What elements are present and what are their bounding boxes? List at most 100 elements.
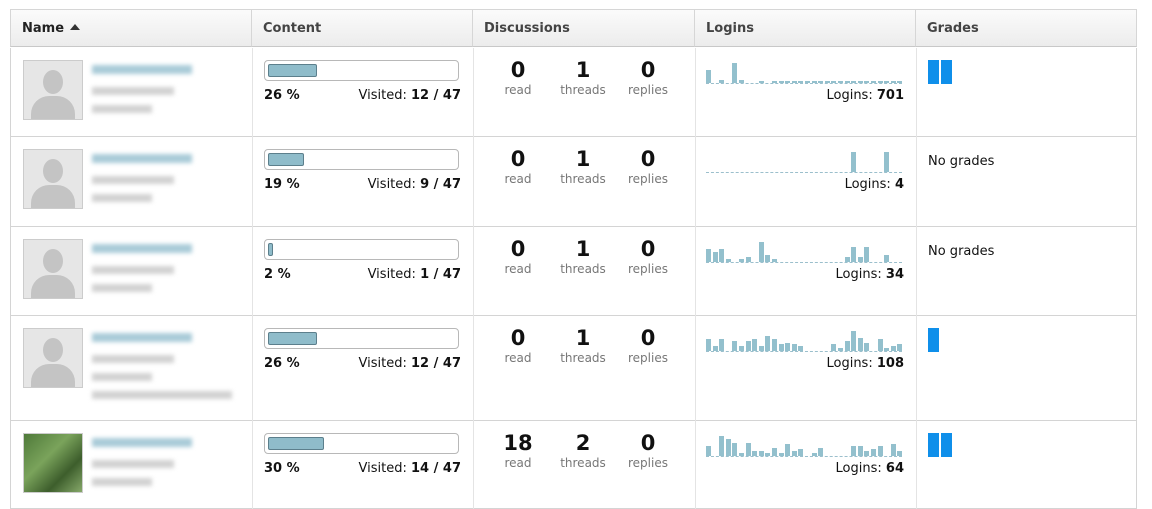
discussion-label: replies [628, 456, 668, 470]
sparkline-bar [805, 81, 810, 83]
discussion-label: replies [628, 172, 668, 186]
discussion-count: 1 [575, 147, 591, 171]
logins-label: Logins: [844, 177, 891, 192]
sparkline-bar [798, 449, 804, 456]
sparkline-bar [844, 81, 850, 83]
sparkline-bar [745, 341, 751, 351]
sparkline-bar [811, 452, 817, 456]
sparkline-bar [877, 339, 883, 351]
discussion-label: threads [560, 172, 606, 186]
grade-block[interactable] [928, 60, 939, 84]
sparkline-bar [877, 446, 883, 456]
grade-block[interactable] [928, 328, 939, 352]
sparkline-bar [772, 81, 777, 83]
grade-block[interactable] [941, 60, 952, 84]
blurred-detail [92, 373, 152, 381]
sparkline-bar [851, 152, 857, 172]
grade-block[interactable] [928, 433, 939, 457]
discussion-label: read [504, 456, 532, 470]
logins-total: Logins: 64 [706, 461, 904, 476]
column-header[interactable]: Logins [695, 9, 916, 47]
discussion-count: 0 [640, 237, 656, 261]
logins-count: 701 [876, 88, 904, 103]
sparkline-bar [772, 447, 777, 456]
progress-percent: 30 % [264, 461, 300, 476]
grade-block[interactable] [941, 433, 952, 457]
column-header[interactable]: Discussions [473, 9, 695, 47]
sparkline-bar [752, 451, 758, 456]
progress-percent: 19 % [264, 177, 300, 192]
visited-label: Visited: [367, 267, 416, 282]
progress-bar [264, 433, 459, 454]
sparkline-bar [791, 451, 797, 456]
avatar-body [31, 364, 75, 387]
progress-fill [268, 437, 325, 450]
sparkline-bar [857, 257, 863, 262]
blurred-detail [92, 284, 152, 292]
discussion-count: 1 [575, 237, 591, 261]
blurred-detail [92, 194, 152, 202]
sparkline-bar [739, 346, 744, 351]
progress-bar [264, 60, 459, 81]
table-row [10, 227, 1137, 316]
progress-bar [264, 239, 459, 260]
sparkline-bar [772, 258, 777, 262]
visited: Visited: 1 / 47 [300, 267, 461, 282]
sparkline-bar [712, 346, 718, 351]
sparkline-bar [890, 444, 896, 456]
visited-label: Visited: [367, 177, 416, 192]
sparkline-bar [864, 451, 870, 456]
cell-divider [695, 48, 696, 137]
table-row [10, 48, 1137, 137]
discussion-label: replies [628, 351, 668, 365]
cell-divider [473, 48, 474, 137]
logins-label: Logins: [826, 88, 873, 103]
column-header[interactable]: Content [252, 9, 473, 47]
blurred-detail [92, 478, 152, 486]
sparkline-bar [712, 252, 718, 262]
sparkline-bar [745, 257, 751, 262]
table-row [10, 137, 1137, 227]
logins-label: Logins: [835, 461, 882, 476]
discussion-label: replies [628, 83, 668, 97]
visited: Visited: 14 / 47 [300, 461, 461, 476]
logins-count: 34 [885, 267, 904, 282]
sparkline-baseline [706, 262, 902, 263]
progress-bar [264, 149, 459, 170]
sparkline-bar [877, 81, 883, 83]
blurred-detail [92, 355, 174, 363]
discussion-count: 0 [510, 58, 526, 82]
sparkline-bar [864, 342, 870, 351]
sparkline-bar [739, 452, 744, 456]
sparkline-bar [811, 81, 817, 83]
blurred-detail [92, 460, 174, 468]
logins-label: Logins: [835, 267, 882, 282]
sparkline-bar [838, 81, 843, 83]
sparkline-bar [871, 449, 876, 456]
sparkline-bar [857, 81, 863, 83]
column-header[interactable]: Grades [916, 9, 1137, 47]
discussion-count: 0 [510, 237, 526, 261]
discussion-count: 0 [640, 326, 656, 350]
cell-divider [916, 316, 917, 421]
sparkline-bar [785, 81, 791, 83]
blurred-name [92, 65, 192, 74]
sparkline-bar [857, 337, 863, 351]
sparkline-bar [719, 248, 725, 262]
sparkline-bar [851, 81, 857, 83]
logins-total: Logins: 108 [706, 356, 904, 371]
blurred-detail [92, 87, 174, 95]
avatar-head [43, 249, 63, 273]
sparkline-bar [831, 344, 837, 351]
cell-divider [252, 137, 253, 227]
sparkline-bar [732, 341, 738, 351]
cell-divider [473, 137, 474, 227]
sparkline-bar [778, 81, 784, 83]
column-header[interactable]: Name [10, 9, 252, 47]
blurred-detail [92, 266, 174, 274]
sort-arrow[interactable] [70, 24, 81, 30]
sparkline-bar [758, 346, 764, 351]
discussion-count: 1 [575, 326, 591, 350]
discussion-count: 0 [640, 147, 656, 171]
